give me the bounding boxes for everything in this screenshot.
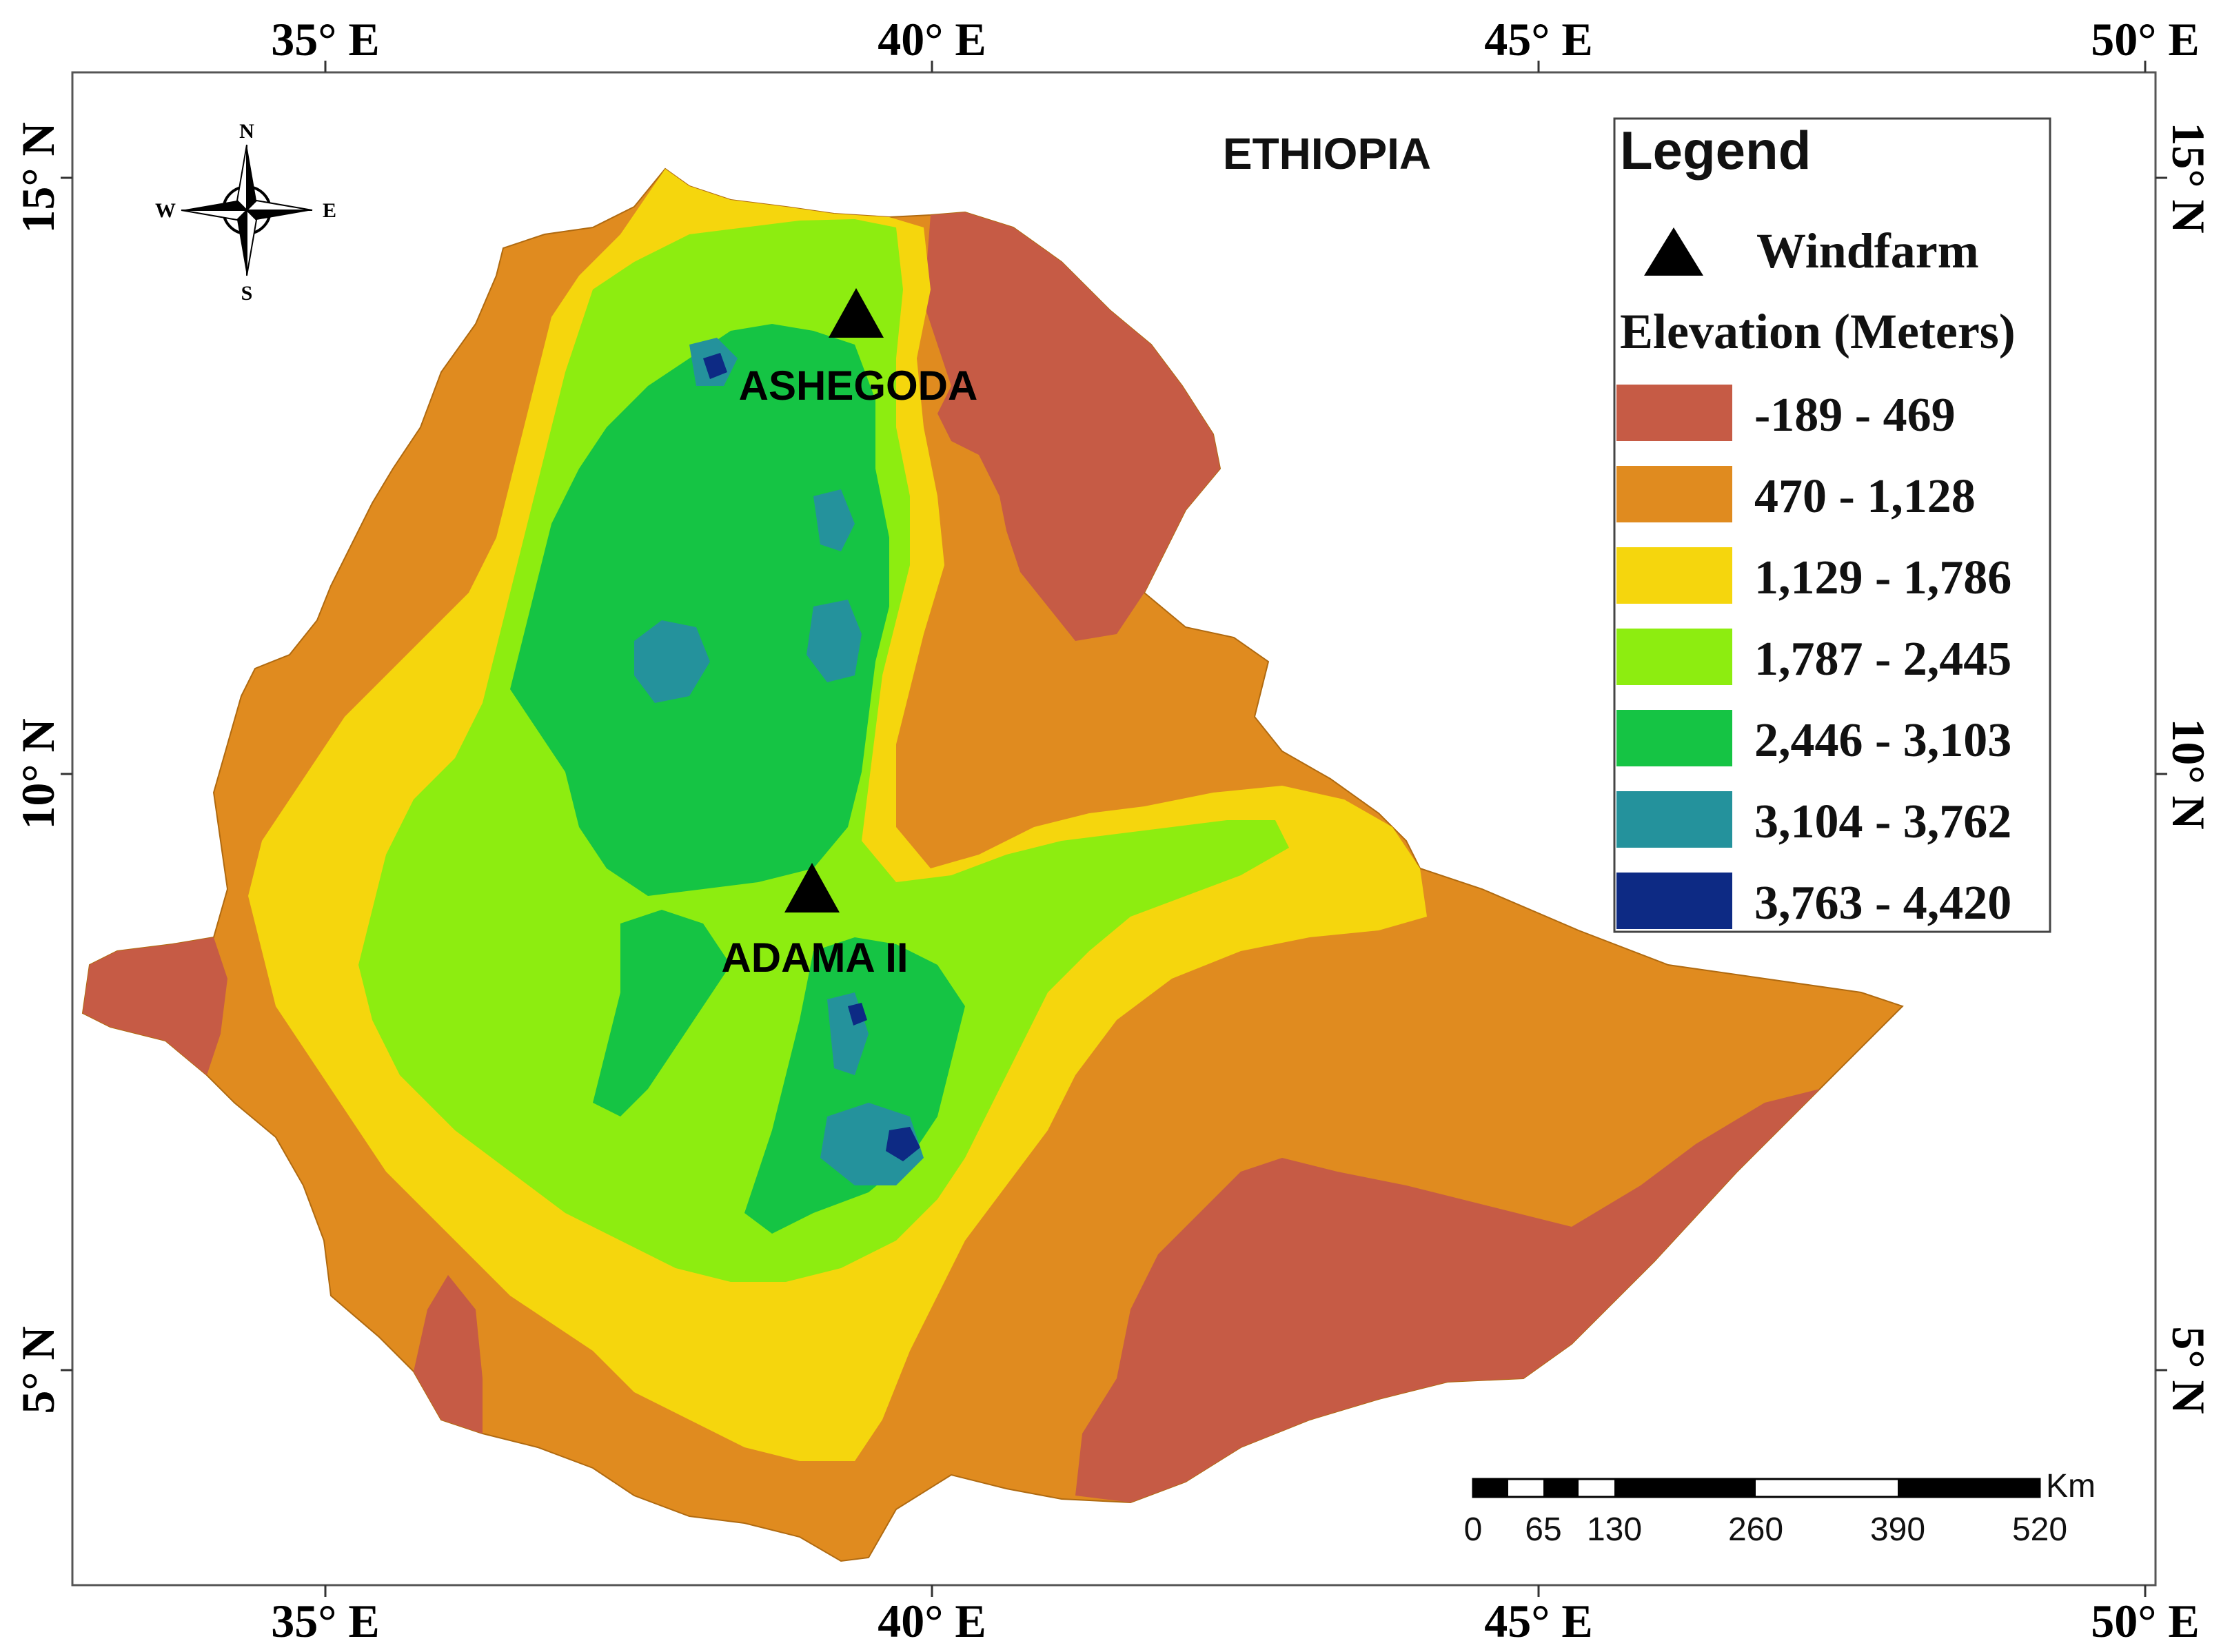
lat-label-right-15: 15° N: [2162, 122, 2215, 233]
legend-swatch: [1616, 710, 1732, 766]
lat-label-right-10: 10° N: [2162, 718, 2215, 829]
legend-class-label: 470 - 1,128: [1754, 470, 1976, 523]
site-label-ashegoda: ASHEGODA: [739, 363, 978, 409]
legend-windfarm-icon: [1644, 227, 1703, 276]
legend-swatch: [1616, 791, 1732, 848]
lon-label-top-50: 50° E: [2091, 13, 2200, 65]
lat-label-left-15: 15° N: [12, 122, 64, 233]
legend: Legend Windfarm Elevation (Meters) -189 …: [1613, 117, 2051, 933]
windfarm-adama-icon[interactable]: [784, 863, 840, 912]
graticule-ticks: [61, 61, 2167, 1597]
windfarm-ashegoda-icon[interactable]: [829, 288, 884, 338]
legend-title: Legend: [1620, 120, 1811, 181]
lon-label-bottom-40: 40° E: [878, 1595, 986, 1647]
scale-tick-260: 260: [1728, 1511, 1783, 1548]
north-arrow-e: E: [323, 199, 336, 222]
lat-label-right-5: 5° N: [2162, 1326, 2215, 1414]
elevation-map: [81, 167, 1904, 1562]
map-title: ETHIOPIA: [1223, 129, 1431, 179]
scale-bar-segment: [1543, 1479, 1579, 1497]
legend-swatch: [1616, 873, 1732, 929]
elev-green-highland: [510, 324, 889, 896]
north-arrow-s: S: [241, 282, 253, 305]
lat-label-left-5: 5° N: [12, 1326, 64, 1414]
lon-label-top-35: 35° E: [271, 13, 380, 65]
elev-peak-arsi: [848, 1003, 867, 1026]
elev-southwest-lowland: [414, 1275, 483, 1434]
lon-label-top-45: 45° E: [1484, 13, 1593, 65]
lon-label-bottom-45: 45° E: [1484, 1595, 1593, 1647]
legend-class-label: 1,787 - 2,445: [1754, 633, 2011, 686]
legend-elevation-title: Elevation (Meters): [1620, 304, 2016, 359]
legend-swatch: [1616, 547, 1732, 604]
north-arrow-icon: N S E W: [155, 120, 336, 305]
scale-tick-390: 390: [1870, 1511, 1925, 1548]
scale-bar-segment: [1614, 1479, 1756, 1497]
north-arrow-w: W: [155, 199, 176, 222]
scale-bar-unit: Km: [2046, 1468, 2096, 1505]
legend-class-label: 3,104 - 3,762: [1754, 795, 2011, 848]
elev-ogaden-lowland: [1075, 1089, 1820, 1502]
legend-class-label: -189 - 469: [1754, 389, 1956, 442]
elev-green-southern-highland: [744, 937, 965, 1234]
elev-teal-patch-3: [807, 600, 862, 682]
legend-swatch: [1616, 629, 1732, 685]
scale-tick-130: 130: [1587, 1511, 1642, 1548]
elev-peak-bale: [886, 1127, 920, 1161]
legend-class-label: 3,763 - 4,420: [1754, 877, 2011, 930]
scale-bar: Km 0 65 130 260 390 520: [1464, 1468, 2096, 1548]
elev-afar-lowland: [924, 212, 1220, 641]
scale-tick-0: 0: [1464, 1511, 1483, 1548]
lon-label-bottom-35: 35° E: [271, 1595, 380, 1647]
scale-tick-65: 65: [1525, 1511, 1561, 1548]
scale-bar-segment: [1898, 1479, 2040, 1497]
elev-green-west-patches: [593, 910, 731, 1116]
legend-windfarm-label: Windfarm: [1756, 223, 1979, 278]
elev-gambella-lowland: [83, 937, 227, 1075]
legend-swatch: [1616, 466, 1732, 522]
legend-classes: -189 - 469 470 - 1,128 1,129 - 1,786 1,7…: [1616, 385, 2011, 930]
legend-swatch: [1616, 385, 1732, 441]
north-arrow-n: N: [239, 120, 254, 143]
elev-peak-simien: [703, 353, 727, 379]
elev-teal-patch-4: [813, 489, 855, 551]
legend-class-label: 2,446 - 3,103: [1754, 714, 2011, 767]
elev-teal-patch-2: [634, 620, 710, 703]
lat-label-left-10: 10° N: [12, 718, 64, 829]
legend-class-label: 1,129 - 1,786: [1754, 551, 2011, 604]
elev-teal-patch-6: [820, 1103, 924, 1185]
scale-tick-520: 520: [2012, 1511, 2067, 1548]
lon-label-top-40: 40° E: [878, 13, 986, 65]
scale-bar-segment: [1473, 1479, 1508, 1497]
lon-label-bottom-50: 50° E: [2091, 1595, 2200, 1647]
site-label-adama: ADAMA II: [721, 935, 908, 981]
